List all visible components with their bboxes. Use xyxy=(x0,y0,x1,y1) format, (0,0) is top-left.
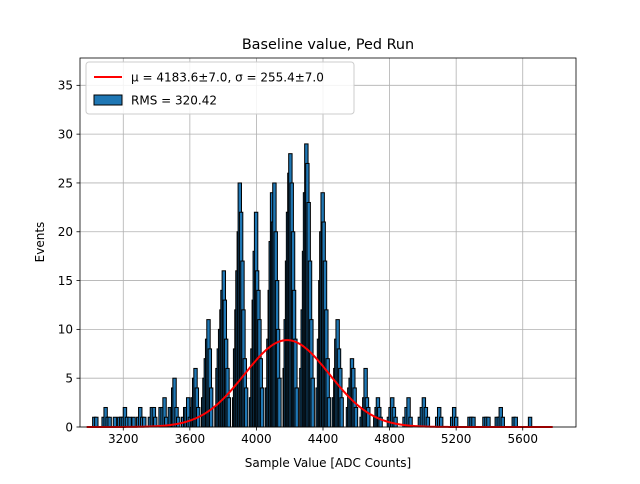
legend-box xyxy=(85,61,355,115)
histogram-bar xyxy=(226,397,232,428)
histogram-bar xyxy=(294,387,299,428)
histogram-bar xyxy=(486,416,491,428)
legend-rms-label: RMS = 320.42 xyxy=(131,94,217,108)
y-tick-label: 30 xyxy=(58,127,73,141)
histogram-bar xyxy=(393,416,398,428)
y-tick-label: 20 xyxy=(58,225,73,239)
histogram-bar xyxy=(176,416,181,428)
histogram-bar xyxy=(243,387,249,428)
histogram-bar xyxy=(471,416,476,428)
histogram-bar xyxy=(326,397,332,428)
x-tick-label: 4000 xyxy=(241,432,272,446)
histogram-bar xyxy=(112,416,118,428)
histogram-bar xyxy=(107,416,112,428)
y-tick-label: 15 xyxy=(58,274,73,288)
y-axis-ticks: 0 5 10 15 20 25 30 35 xyxy=(58,79,80,434)
chart-title: Baseline value, Ped Run xyxy=(242,37,414,53)
y-tick-label: 10 xyxy=(58,323,73,337)
histogram-bars xyxy=(92,143,533,428)
y-tick-label: 25 xyxy=(58,176,73,190)
histogram-bar xyxy=(127,416,132,428)
x-tick-label: 5600 xyxy=(507,432,538,446)
y-axis-label: Events xyxy=(33,222,47,263)
axes-frame xyxy=(79,57,577,428)
y-tick-label: 0 xyxy=(65,420,73,434)
histogram-bar xyxy=(353,406,359,428)
legend: μ = 4183.6±7.0, σ = 255.4±7.0 RMS = 320.… xyxy=(85,61,355,115)
histogram-bar xyxy=(142,416,147,428)
legend-rms-swatch xyxy=(93,94,123,106)
histogram-bar xyxy=(527,416,533,428)
x-axis-label: Sample Value [ADC Counts] xyxy=(245,456,411,470)
histogram-bar xyxy=(513,416,518,428)
histogram-bar xyxy=(438,416,444,428)
x-tick-label: 4800 xyxy=(374,432,405,446)
histogram-bar xyxy=(94,416,99,428)
histogram-bar xyxy=(310,377,315,428)
x-tick-label: 5200 xyxy=(441,432,472,446)
histogram-bar xyxy=(425,416,431,428)
x-axis-ticks: 3200 3600 4000 4400 4800 5200 5600 xyxy=(108,427,538,446)
histogram-bar xyxy=(131,416,136,428)
x-tick-label: 3200 xyxy=(108,432,139,446)
legend-fit-label: μ = 4183.6±7.0, σ = 255.4±7.0 xyxy=(131,71,324,85)
histogram-bar xyxy=(277,377,282,428)
histogram-bar xyxy=(339,397,344,428)
x-tick-label: 4400 xyxy=(308,432,339,446)
x-tick-label: 3600 xyxy=(175,432,206,446)
histogram-bar xyxy=(366,406,371,428)
y-tick-label: 5 xyxy=(65,371,73,385)
histogram-bar xyxy=(500,416,505,428)
y-tick-label: 35 xyxy=(58,79,73,93)
histogram-bar xyxy=(259,387,265,428)
histogram-bar xyxy=(453,416,459,428)
